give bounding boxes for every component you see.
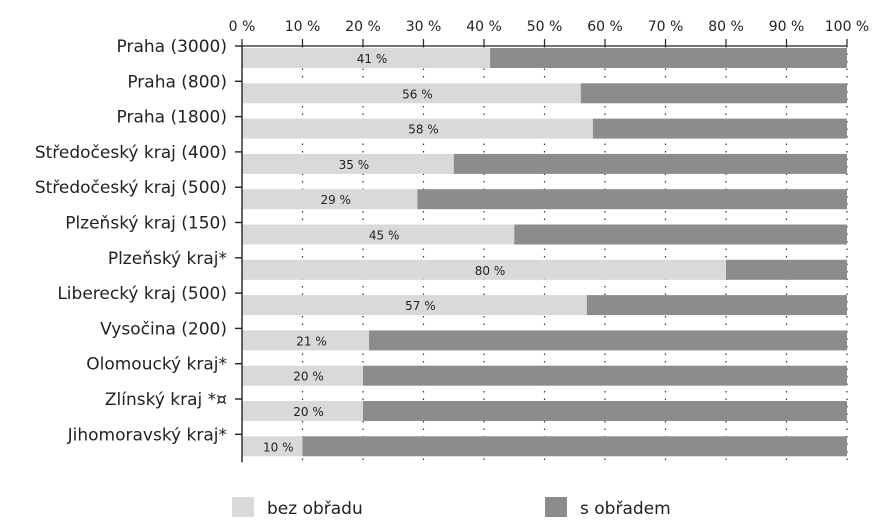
data-label: 20 % <box>293 405 324 419</box>
bar-segment-bez-obradu <box>242 153 454 174</box>
labels: 0 % 10 % 20 % 30 % 40 % 50 % 60 % 70 % 80 % 90 % 1… <box>35 19 869 454</box>
bar-segment-bez-obradu <box>242 330 370 351</box>
x-tick-label: 0 % <box>229 19 256 35</box>
data-label: 35 % <box>339 158 370 172</box>
category-label: Plzeňský kraj (150) <box>65 214 227 234</box>
x-tick-label: 20 % <box>345 19 381 35</box>
category-label: Vysočina (200) <box>100 319 227 339</box>
bar-segment-bez-obradu <box>242 401 363 421</box>
legend-label: bez obřadu <box>267 499 363 519</box>
x-tick-label: 50 % <box>527 19 563 35</box>
category-label: Praha (3000) <box>117 37 227 57</box>
bar-segment-s-obradem <box>363 401 847 421</box>
data-label: 29 % <box>320 193 351 207</box>
x-tick-label: 10 % <box>285 19 321 35</box>
bar-segment-s-obradem <box>726 259 847 280</box>
x-tick-label: 90 % <box>769 19 805 35</box>
bar-segment-bez-obradu <box>242 295 587 316</box>
bar-segment-s-obradem <box>490 48 847 68</box>
bar-segment-s-obradem <box>592 118 847 139</box>
bar-segment-bez-obradu <box>242 83 581 104</box>
legend-label: s obřadem <box>580 499 671 519</box>
category-label: Praha (1800) <box>117 108 227 128</box>
data-label: 56 % <box>402 87 433 101</box>
category-label: Jihomoravský kraj* <box>67 425 227 445</box>
x-tick-label: 100 % <box>825 19 869 35</box>
bar-segment-s-obradem <box>363 365 847 386</box>
data-label: 45 % <box>369 229 400 243</box>
bar-segment-bez-obradu <box>242 189 418 210</box>
x-tick-label: 30 % <box>406 19 442 35</box>
bar-segment-s-obradem <box>369 330 847 351</box>
x-tick-label: 80 % <box>708 19 744 35</box>
bar-segment-bez-obradu <box>242 436 303 457</box>
legend-swatch <box>232 497 254 517</box>
data-label: 58 % <box>408 123 439 137</box>
legend: bez obřadu s obřadem <box>232 497 671 519</box>
data-label: 41 % <box>357 52 388 66</box>
bar-segment-s-obradem <box>514 224 847 245</box>
x-tick-label: 60 % <box>587 19 623 35</box>
bar-segment-bez-obradu <box>242 118 593 139</box>
bars <box>242 48 847 457</box>
bar-segment-bez-obradu <box>242 224 515 245</box>
bar-segment-s-obradem <box>453 153 847 174</box>
bar-segment-bez-obradu <box>242 48 491 68</box>
bar-segment-bez-obradu <box>242 259 726 280</box>
bar-segment-s-obradem <box>580 83 847 104</box>
bar-segment-s-obradem <box>302 436 847 457</box>
category-label: Plzeňský kraj* <box>108 249 227 269</box>
bar-segment-bez-obradu <box>242 365 363 386</box>
category-label: Praha (800) <box>127 72 227 92</box>
legend-swatch <box>545 497 567 517</box>
x-tick-label: 40 % <box>466 19 502 35</box>
data-label: 10 % <box>263 440 294 454</box>
category-label: Liberecký kraj (500) <box>57 284 227 304</box>
data-label: 21 % <box>296 334 327 348</box>
bar-segment-s-obradem <box>417 189 847 210</box>
category-label: Zlínský kraj *¤ <box>105 390 227 410</box>
data-label: 20 % <box>293 370 324 384</box>
category-label: Středočeský kraj (500) <box>35 178 227 198</box>
axes <box>235 39 848 463</box>
bar-segment-s-obradem <box>586 295 847 316</box>
data-label: 57 % <box>405 299 436 313</box>
x-tick-label: 70 % <box>648 19 684 35</box>
category-label: Olomoucký kraj* <box>86 355 227 375</box>
category-label: Středočeský kraj (400) <box>35 143 227 163</box>
data-label: 80 % <box>475 264 506 278</box>
